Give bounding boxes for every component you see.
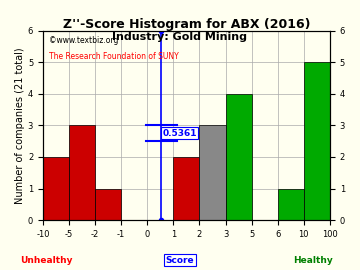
Title: Z''-Score Histogram for ABX (2016): Z''-Score Histogram for ABX (2016) bbox=[63, 18, 310, 31]
Bar bbox=[43, 157, 69, 220]
Bar bbox=[69, 125, 95, 220]
Text: Industry: Gold Mining: Industry: Gold Mining bbox=[112, 32, 248, 42]
Text: ©www.textbiz.org: ©www.textbiz.org bbox=[49, 36, 118, 45]
Text: Healthy: Healthy bbox=[293, 256, 333, 265]
Text: 0.5361: 0.5361 bbox=[163, 129, 197, 138]
Text: The Research Foundation of SUNY: The Research Foundation of SUNY bbox=[49, 52, 178, 60]
Bar bbox=[304, 62, 330, 220]
Bar bbox=[174, 157, 199, 220]
Bar bbox=[278, 188, 304, 220]
Y-axis label: Number of companies (21 total): Number of companies (21 total) bbox=[15, 47, 25, 204]
Bar bbox=[95, 188, 121, 220]
Text: Unhealthy: Unhealthy bbox=[21, 256, 73, 265]
Text: Score: Score bbox=[166, 256, 194, 265]
Bar bbox=[225, 94, 252, 220]
Bar bbox=[199, 125, 225, 220]
